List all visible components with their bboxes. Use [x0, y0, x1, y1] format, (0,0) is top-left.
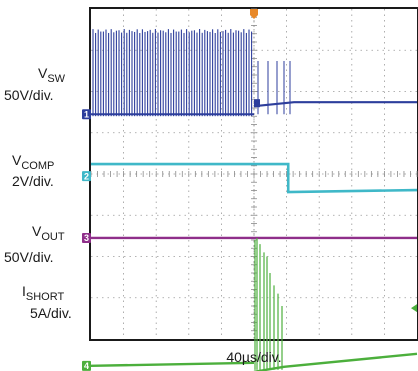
channel-marker-number: 1: [84, 109, 89, 119]
channel-markers: 1 2 3 4: [82, 109, 91, 371]
grid: [90, 8, 418, 339]
channel-marker-number: 4: [84, 361, 89, 371]
x-scale-label: 40µs/div.: [226, 349, 281, 365]
label-ishort-scale: 5A/div.: [30, 305, 72, 321]
channel-marker-number: 3: [84, 233, 89, 243]
channel-marker-number: 2: [84, 171, 89, 181]
trigger-level-icon: [411, 304, 417, 313]
trace-vsw-edge: [254, 99, 260, 108]
trace-ishort-post: [253, 352, 418, 371]
channel-marker-3: [82, 232, 91, 243]
trace-ishort-pre: [90, 361, 255, 368]
label-vsw-scale: 50V/div.: [4, 87, 54, 103]
channel-marker-2: [82, 171, 91, 182]
label-vcomp-name: VCOMP: [12, 152, 54, 172]
label-vsw-name: VSW: [38, 65, 66, 85]
traces: [90, 29, 418, 371]
trace-vcomp-line: [91, 162, 418, 194]
trigger-icon: [250, 9, 258, 19]
channel-marker-1: [82, 109, 91, 120]
label-vout-name: VOUT: [32, 223, 65, 243]
trigger-marker: [250, 9, 417, 313]
label-ishort-name: ISHORT: [22, 283, 64, 303]
label-vout-scale: 50V/div.: [4, 249, 54, 265]
channel-marker-4: [82, 360, 91, 371]
label-vcomp-scale: 2V/div.: [12, 173, 54, 189]
trace-vsw-line: [253, 101, 417, 108]
